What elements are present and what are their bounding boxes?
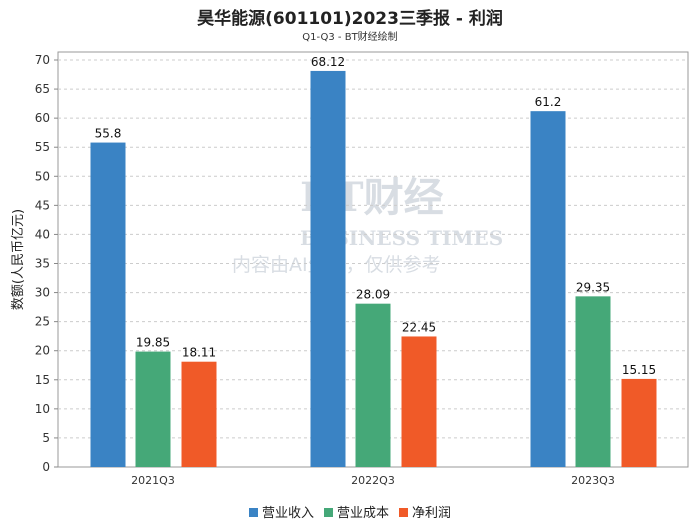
y-tick-label: 45: [35, 198, 50, 212]
y-tick-label: 0: [42, 460, 50, 474]
data-label: 18.11: [182, 346, 216, 360]
legend-label: 营业成本: [336, 506, 389, 521]
bar-营业收入: [530, 111, 566, 467]
bar-营业成本: [575, 296, 611, 467]
legend-swatch: [323, 508, 333, 517]
chart-title: 昊华能源(601101)2023三季报 - 利润: [197, 9, 503, 29]
bar-营业收入: [90, 142, 126, 467]
data-label: 28.09: [356, 288, 390, 302]
legend-swatch: [248, 508, 258, 517]
x-tick-label: 2022Q3: [351, 474, 395, 487]
data-label: 61.2: [535, 95, 562, 109]
bar-净利润: [621, 378, 657, 467]
data-label: 29.35: [576, 280, 610, 294]
y-tick-label: 40: [35, 227, 50, 241]
y-tick-label: 25: [35, 315, 50, 329]
y-tick-label: 55: [35, 140, 50, 154]
data-label: 15.15: [622, 363, 656, 377]
bar-净利润: [181, 361, 217, 467]
legend-item[interactable]: 净利润: [399, 506, 451, 521]
bar-营业成本: [355, 303, 391, 467]
data-label: 55.8: [95, 127, 122, 141]
y-tick-label: 30: [35, 286, 50, 300]
legend-label: 营业收入: [261, 506, 314, 521]
legend-swatch: [399, 508, 408, 517]
y-tick-label: 5: [42, 431, 50, 445]
bar-净利润: [401, 336, 437, 467]
y-axis-label: 数额(人民币亿元): [11, 209, 26, 310]
data-label: 19.85: [136, 336, 170, 350]
legend-label: 净利润: [412, 506, 452, 521]
y-tick-label: 20: [35, 344, 50, 358]
y-tick-label: 50: [35, 169, 50, 183]
data-label: 22.45: [402, 320, 436, 334]
y-tick-label: 60: [35, 111, 50, 125]
x-tick-label: 2021Q3: [131, 474, 175, 487]
chart-subtitle: Q1-Q3 - BT财经绘制: [302, 32, 398, 43]
y-tick-label: 65: [35, 82, 50, 96]
x-tick-label: 2023Q3: [571, 474, 615, 487]
bar-营业成本: [135, 351, 171, 467]
y-tick-label: 10: [35, 402, 50, 416]
data-label: 68.12: [311, 55, 345, 69]
legend-item[interactable]: 营业成本: [323, 506, 389, 521]
bar-营业收入: [310, 70, 346, 468]
y-tick-label: 15: [35, 373, 50, 387]
legend: 营业收入 营业成本 净利润: [0, 502, 700, 521]
legend-item[interactable]: 营业收入: [248, 506, 314, 521]
y-tick-label: 70: [35, 53, 50, 67]
y-tick-label: 35: [35, 257, 50, 271]
